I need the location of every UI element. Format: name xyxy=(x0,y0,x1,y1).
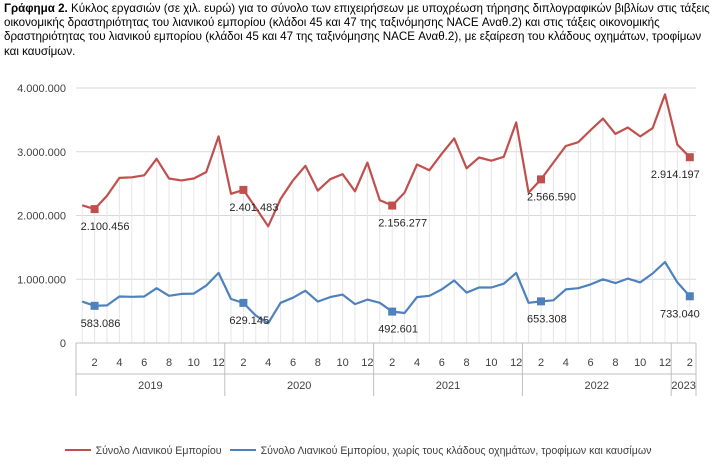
data-marker xyxy=(90,301,99,310)
line-chart: 0 1.000.000 2.000.000 3.000.000 4.000.000 2 4 6… xyxy=(17,83,700,396)
series-line xyxy=(81,93,691,228)
x-tick-label: 8 xyxy=(612,357,618,369)
x-tick-label: 10 xyxy=(485,357,497,369)
x-tick-label: 2 xyxy=(389,357,395,369)
x-year-label: 2021 xyxy=(436,380,460,392)
data-label: 629.145 xyxy=(229,315,269,327)
x-year-label: 2020 xyxy=(287,380,311,392)
data-marker xyxy=(239,185,248,194)
legend-label: Σύνολο Λιανικού Εμπορίου, χωρίς τους κλά… xyxy=(260,445,652,457)
data-marker xyxy=(685,153,694,162)
data-marker xyxy=(537,297,545,306)
x-tick-label: 4 xyxy=(116,357,122,369)
chart-legend: Σύνολο Λιανικού Εμπορίου Σύνολο Λιανικού … xyxy=(0,445,716,457)
x-year-label: 2022 xyxy=(585,380,609,392)
data-marker xyxy=(239,298,248,307)
x-tick-label: 4 xyxy=(265,357,271,369)
data-label: 2.914.197 xyxy=(651,169,700,181)
x-tick-label: 2 xyxy=(92,357,98,369)
x-year-label: 2023 xyxy=(671,380,695,392)
x-tick-label: 6 xyxy=(588,357,594,369)
x-tick-label: 2 xyxy=(538,357,544,369)
data-label: 583.086 xyxy=(81,318,121,330)
data-marker xyxy=(388,201,397,210)
caption-lead: Γράφημα 2. xyxy=(4,2,68,15)
data-label: 2.566.590 xyxy=(527,191,576,203)
x-tick-label: 6 xyxy=(439,357,445,369)
data-label: 2.401.483 xyxy=(229,202,278,214)
y-tick-label: 0 xyxy=(60,338,66,350)
x-tick-label: 2 xyxy=(687,357,693,369)
data-label: 653.308 xyxy=(527,313,567,325)
data-label: 492.601 xyxy=(378,324,418,336)
data-marker xyxy=(388,307,397,316)
x-tick-label: 12 xyxy=(212,357,224,369)
chart-caption: Γράφημα 2. Κύκλος εργασιών (σε χιλ. ευρώ… xyxy=(4,2,710,59)
x-tick-label: 8 xyxy=(166,357,172,369)
x-tick-label: 8 xyxy=(315,357,321,369)
x-tick-label: 12 xyxy=(510,357,522,369)
x-year-label: 2019 xyxy=(138,380,162,392)
x-tick-label: 12 xyxy=(659,357,671,369)
x-tick-label: 10 xyxy=(336,357,348,369)
legend-item: Σύνολο Λιανικού Εμπορίου, χωρίς τους κλά… xyxy=(229,445,652,457)
y-tick-label: 4.000.000 xyxy=(17,83,66,95)
data-label: 733.040 xyxy=(660,308,700,320)
x-tick-label: 10 xyxy=(188,357,200,369)
data-marker xyxy=(537,175,545,184)
data-label: 2.156.277 xyxy=(378,218,427,230)
y-tick-label: 3.000.000 xyxy=(17,147,66,159)
data-marker xyxy=(90,205,99,214)
series-line xyxy=(81,260,691,325)
y-tick-label: 2.000.000 xyxy=(17,211,66,223)
data-marker xyxy=(685,292,694,301)
data-label: 2.100.456 xyxy=(81,221,130,233)
x-tick-label: 8 xyxy=(464,357,470,369)
x-tick-label: 2 xyxy=(240,357,246,369)
x-tick-label: 4 xyxy=(414,357,420,369)
x-tick-label: 6 xyxy=(141,357,147,369)
x-tick-label: 12 xyxy=(361,357,373,369)
caption-text: Κύκλος εργασιών (σε χιλ. ευρώ) για το σύ… xyxy=(4,2,710,58)
legend-label: Σύνολο Λιανικού Εμπορίου xyxy=(95,445,222,457)
y-tick-label: 1.000.000 xyxy=(17,274,66,286)
x-tick-label: 10 xyxy=(634,357,646,369)
legend-item: Σύνολο Λιανικού Εμπορίου xyxy=(64,445,222,457)
x-tick-label: 4 xyxy=(563,357,569,369)
legend-swatch xyxy=(229,449,256,452)
x-tick-label: 6 xyxy=(290,357,296,369)
legend-swatch xyxy=(64,449,91,452)
